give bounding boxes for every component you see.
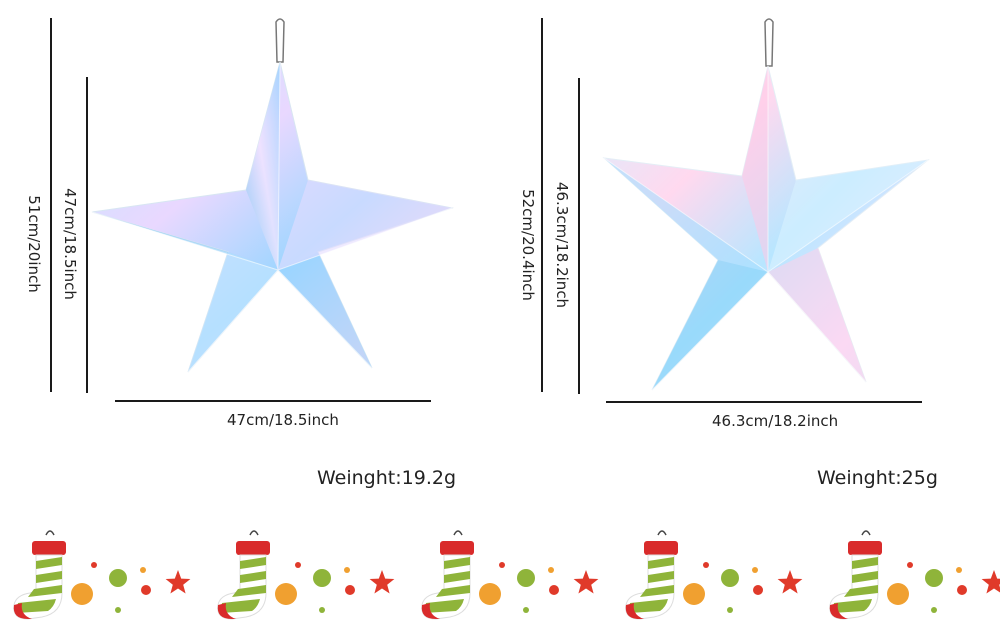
red-star-icon xyxy=(981,570,1000,594)
red-dot xyxy=(703,562,709,568)
red-dot xyxy=(499,562,505,568)
left-outer-height-line xyxy=(50,18,52,392)
orange-dot xyxy=(344,567,350,573)
left-inner-height-line xyxy=(86,77,88,393)
orange-dot xyxy=(683,583,705,605)
christmas-stocking-icon xyxy=(421,530,474,620)
red-dot xyxy=(91,562,97,568)
orange-dot xyxy=(956,567,962,573)
red-star-icon xyxy=(165,570,191,594)
orange-dot xyxy=(275,583,297,605)
red-dot xyxy=(549,585,559,595)
red-star-icon xyxy=(777,570,803,594)
left-width-line xyxy=(115,400,431,402)
right-weight-label: Weinght:25g xyxy=(817,467,938,489)
right-inner-height-line xyxy=(578,78,580,394)
orange-dot xyxy=(548,567,554,573)
red-dot xyxy=(295,562,301,568)
right-outer-height-line xyxy=(541,18,543,392)
green-dot xyxy=(523,607,529,613)
green-dot xyxy=(319,607,325,613)
christmas-stocking-icon xyxy=(217,530,270,620)
green-dot xyxy=(727,607,733,613)
christmas-stocking-icon xyxy=(13,530,66,620)
green-dot xyxy=(931,607,937,613)
christmas-stocking-icon xyxy=(829,530,882,620)
left-weight-label: Weinght:19.2g xyxy=(317,467,457,489)
red-dot xyxy=(753,585,763,595)
christmas-stocking-icon xyxy=(625,530,678,620)
orange-dot xyxy=(752,567,758,573)
left-width-label: 47cm/18.5inch xyxy=(227,411,339,429)
right-width-line xyxy=(606,401,922,403)
right-width-label: 46.3cm/18.2inch xyxy=(712,412,839,430)
red-star-icon xyxy=(369,570,395,594)
green-dot xyxy=(115,607,121,613)
red-dot xyxy=(957,585,967,595)
orange-dot xyxy=(140,567,146,573)
red-dot xyxy=(345,585,355,595)
green-dot xyxy=(925,569,943,587)
orange-dot xyxy=(71,583,93,605)
green-dot xyxy=(109,569,127,587)
orange-dot xyxy=(887,583,909,605)
green-dot xyxy=(313,569,331,587)
red-dot xyxy=(907,562,913,568)
green-dot xyxy=(721,569,739,587)
green-dot xyxy=(517,569,535,587)
red-dot xyxy=(141,585,151,595)
red-star-icon xyxy=(573,570,599,594)
orange-dot xyxy=(479,583,501,605)
